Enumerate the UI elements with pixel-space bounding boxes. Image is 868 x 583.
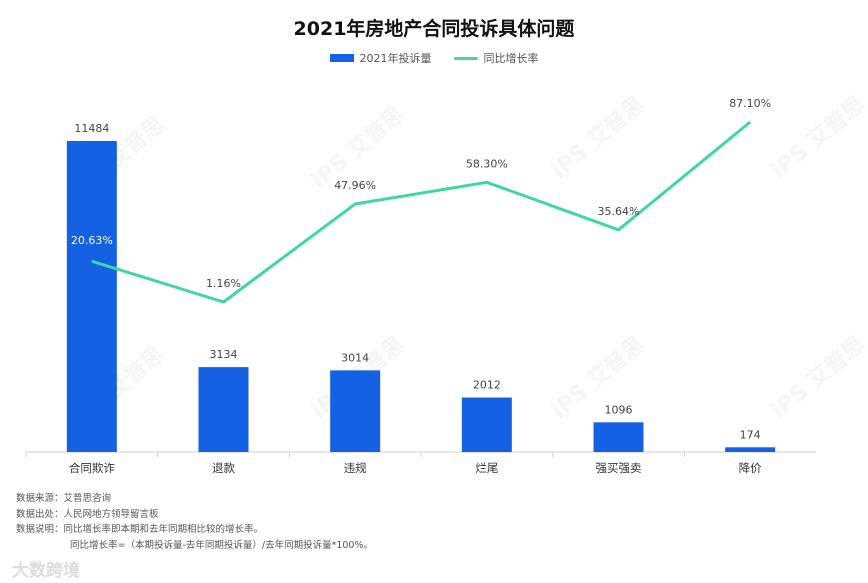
line-value-label: 20.63% [71, 234, 113, 247]
x-tick-label: 强买强卖 [596, 461, 642, 475]
x-tick-label: 退款 [212, 461, 235, 475]
chart-legend: 2021年投诉量 同比增长率 [0, 50, 868, 66]
bar-降价[interactable] [725, 447, 776, 452]
chart-canvas: 11484 合同欺诈 3134 退款 3014 违规 2012 烂尾 1096 强买强卖 174 降价… [25, 97, 816, 475]
note-origin: 数据出处：人民网地方领导留言板 [16, 508, 159, 520]
line-value-label: 1.16% [206, 277, 241, 290]
bar-value-label: 1096 [605, 403, 633, 416]
note-source: 数据来源：艾普思咨询 [16, 493, 112, 504]
note-explanation: 数据说明：同比增长率即本期和去年同期相比较的增长率。 [16, 524, 264, 535]
bar-value-label: 174 [740, 428, 761, 441]
chart-title: 2021年房地产合同投诉具体问题 [293, 18, 575, 40]
line-value-label: 58.30% [466, 157, 508, 170]
x-tick-label: 烂尾 [475, 461, 498, 475]
legend-line-swatch [453, 56, 478, 60]
line-value-label: 87.10% [729, 97, 771, 110]
bar-合同欺诈[interactable] [66, 141, 117, 452]
bar-value-label: 2012 [473, 379, 501, 392]
bar-强买强卖[interactable] [593, 422, 644, 452]
legend-line-label: 同比增长率 [483, 52, 539, 65]
x-tick-label: 违规 [344, 461, 367, 475]
growth-rate-line[interactable] [91, 120, 752, 304]
legend-bar-swatch [329, 54, 354, 62]
line-value-label: 47.96% [334, 179, 376, 192]
legend-bar-label: 2021年投诉量 [359, 52, 432, 65]
bar-违规[interactable] [330, 370, 381, 452]
note-formula: 同比增长率=（本期投诉量-去年同期投诉量）/去年同期投诉量*100%。 [70, 539, 373, 551]
bar-烂尾[interactable] [461, 397, 512, 452]
footer-logo: 大数跨境 [12, 561, 80, 581]
footnotes: 数据来源：艾普思咨询 数据出处：人民网地方领导留言板 数据说明：同比增长率即本期… [16, 491, 373, 553]
x-tick-label: 降价 [739, 461, 762, 475]
x-tick-label: 合同欺诈 [69, 461, 115, 475]
bar-value-label: 11484 [74, 122, 109, 135]
bar-value-label: 3134 [210, 348, 238, 361]
bar-退款[interactable] [198, 367, 249, 452]
bar-value-label: 3014 [341, 351, 369, 364]
legend-item-line[interactable]: 同比增长率 [453, 50, 539, 66]
line-value-label: 35.64% [598, 205, 640, 218]
legend-item-bar[interactable]: 2021年投诉量 [329, 50, 432, 66]
